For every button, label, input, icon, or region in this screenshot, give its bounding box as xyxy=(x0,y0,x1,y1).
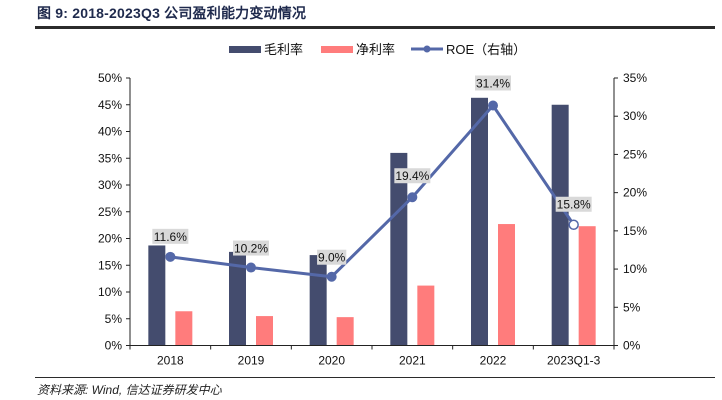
legend-label-roe: ROE（右轴） xyxy=(446,42,526,57)
roe-data-label: 9.0% xyxy=(318,251,346,265)
roe-point xyxy=(165,251,176,262)
x-tick-label: 2022 xyxy=(480,354,507,368)
title-rule xyxy=(35,26,715,29)
roe-data-label: 15.8% xyxy=(557,198,591,212)
right-tick-label: 0% xyxy=(623,339,641,353)
net-margin-bar xyxy=(256,316,273,346)
gross-margin-bar xyxy=(390,152,408,346)
source-rule xyxy=(35,377,715,378)
left-tick-label: 35% xyxy=(98,151,122,165)
net-margin-bar xyxy=(175,311,193,346)
roe-label-bg xyxy=(555,196,592,212)
net-margin-bar xyxy=(336,317,354,346)
right-tick-label: 15% xyxy=(623,224,647,238)
gross-margin-bar xyxy=(471,97,488,346)
legend: 毛利率 净利率 ROE（右轴） xyxy=(229,42,526,57)
gross-margin-bar xyxy=(229,251,246,346)
left-tick-label: 5% xyxy=(105,312,123,326)
left-tick-label: 30% xyxy=(98,178,122,192)
gross-margin-bar xyxy=(551,104,569,346)
roe-label-bg xyxy=(152,228,189,244)
roe-data-label: 11.6% xyxy=(154,230,187,244)
roe-series-line xyxy=(170,104,575,279)
right-tick-label: 5% xyxy=(623,300,641,314)
x-tick-label: 2021 xyxy=(399,354,426,368)
roe-label-bg xyxy=(233,240,269,256)
source-note: 资料来源: Wind, 信达证券研发中心 xyxy=(37,383,222,397)
legend-swatch-roe-marker xyxy=(423,45,431,53)
figure-title: 图 9: 2018-2023Q3 公司盈利能力变动情况 xyxy=(37,5,307,21)
left-tick-label: 15% xyxy=(98,258,122,272)
left-tick-label: 0% xyxy=(105,339,123,353)
roe-point xyxy=(326,271,337,282)
left-tick-label: 20% xyxy=(98,232,122,246)
axes: 0% 5% 10% 15% 20% 25% 30% 35% 40% 45% 50% 0% 5% 10% 15… xyxy=(98,71,647,368)
roe-data-label: 10.2% xyxy=(234,242,268,256)
right-tick-label: 35% xyxy=(623,71,647,85)
net-margin-bar xyxy=(498,224,515,346)
roe-label-bg xyxy=(317,249,347,265)
roe-point xyxy=(407,192,418,203)
gross-margin-bar xyxy=(148,245,166,346)
roe-label-bg xyxy=(394,168,431,184)
gross-margin-bar xyxy=(309,255,327,346)
legend-swatch-net-margin xyxy=(321,46,353,53)
legend-swatch-gross-margin xyxy=(229,46,261,53)
roe-label-bg xyxy=(475,75,511,91)
roe-point xyxy=(246,262,256,273)
roe-data-label: 19.4% xyxy=(395,169,429,183)
net-margin-bar xyxy=(417,285,435,346)
right-tick-label: 30% xyxy=(623,109,647,123)
right-tick-label: 10% xyxy=(623,262,647,276)
roe-line: 11.6% 10.2% 9.0% 19.4% 31.4% 15.8% xyxy=(152,75,592,282)
x-tick-label: 2023Q1-3 xyxy=(547,354,601,368)
left-tick-label: 10% xyxy=(98,285,122,299)
right-tick-label: 20% xyxy=(623,186,647,200)
x-tick-label: 2020 xyxy=(318,354,345,368)
net-margin-bar xyxy=(578,226,596,346)
roe-point xyxy=(568,219,579,230)
left-tick-label: 50% xyxy=(98,71,122,85)
x-tick-label: 2018 xyxy=(157,354,184,368)
left-tick-label: 45% xyxy=(98,98,122,112)
bars xyxy=(148,97,596,346)
x-tick-label: 2019 xyxy=(238,354,265,368)
right-tick-label: 25% xyxy=(623,147,647,161)
roe-data-label: 31.4% xyxy=(476,77,510,91)
roe-point xyxy=(488,100,498,111)
legend-label-gross-margin: 毛利率 xyxy=(264,42,303,57)
left-tick-label: 40% xyxy=(98,125,122,139)
legend-label-net-margin: 净利率 xyxy=(356,42,395,57)
left-tick-label: 25% xyxy=(98,205,122,219)
